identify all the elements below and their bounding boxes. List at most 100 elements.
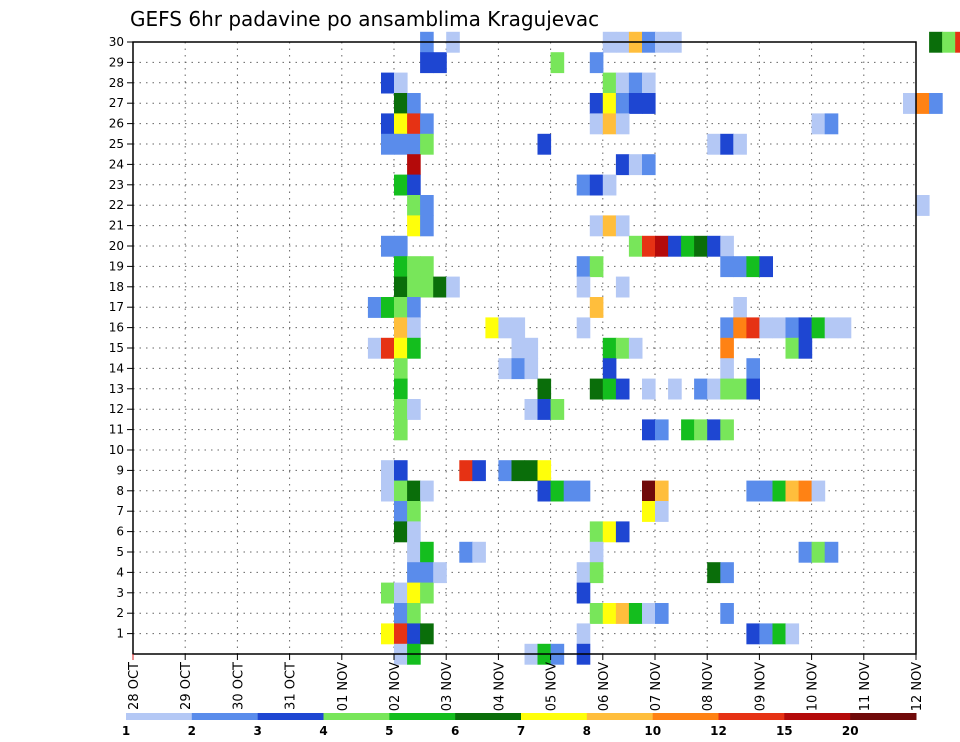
heatmap-cell [381, 337, 395, 359]
x-tick-label: 10 NOV [806, 662, 821, 711]
heatmap-cell [733, 317, 747, 339]
heatmap-cell [628, 154, 643, 176]
heatmap-cell [381, 480, 395, 502]
heatmap-cell [589, 174, 604, 196]
heatmap-cell [720, 317, 734, 339]
heatmap-cell [602, 521, 617, 543]
heatmap-cell [498, 317, 512, 339]
heatmap-cell [798, 480, 813, 502]
heatmap-cell [642, 378, 656, 400]
heatmap-cell [576, 174, 591, 196]
heatmap-cell [394, 501, 408, 522]
colorbar-swatch [784, 713, 851, 720]
heatmap-cell [759, 480, 773, 502]
heatmap-cell [746, 317, 760, 339]
heatmap-cell [655, 501, 669, 522]
heatmap-cell [537, 378, 552, 400]
colorbar-swatch [389, 713, 456, 720]
heatmap-cell [589, 113, 604, 135]
colorbar-label: 12 [710, 724, 727, 738]
heatmap-cell [381, 72, 395, 94]
heatmap-cell [407, 133, 421, 155]
heatmap-cell [420, 215, 434, 237]
heatmap-cell [589, 562, 604, 584]
colorbar-swatch [652, 713, 719, 720]
y-tick-label: 25 [109, 137, 124, 151]
heatmap-cell [407, 113, 421, 135]
heatmap-cell [615, 337, 630, 359]
heatmap-cell [720, 256, 734, 278]
heatmap-cell [668, 235, 682, 257]
heatmap-cell [550, 399, 565, 420]
heatmap-cell [602, 174, 617, 196]
heatmap-cell [537, 480, 552, 502]
heatmap-cell [655, 603, 669, 624]
heatmap-cell [628, 72, 643, 94]
y-tick-label: 24 [109, 157, 124, 171]
heatmap-cell [433, 52, 447, 74]
heatmap-cell [746, 623, 760, 645]
heatmap-cell [602, 358, 617, 380]
colorbar-label: 4 [319, 724, 327, 738]
heatmap-cell [394, 623, 408, 645]
colorbar-label: 5 [385, 724, 393, 738]
heatmap-cell [642, 93, 656, 114]
heatmap-cell [576, 480, 591, 502]
heatmap-cell [420, 541, 434, 563]
heatmap-cell [746, 358, 760, 380]
colorbar-swatch [126, 713, 193, 720]
y-tick-label: 15 [109, 341, 124, 355]
y-tick-label: 7 [116, 504, 124, 518]
heatmap-cell [407, 174, 421, 196]
heatmap-cell [576, 582, 591, 604]
colorbar-label: 3 [254, 724, 262, 738]
heatmap-cell [420, 133, 434, 155]
x-tick-label: 09 NOV [753, 662, 768, 711]
heatmap-cell [589, 521, 604, 543]
y-tick-label: 28 [109, 76, 124, 90]
heatmap-cell [420, 52, 434, 74]
y-tick-label: 27 [109, 96, 124, 110]
heatmap-cell [720, 337, 734, 359]
heatmap-cell [720, 378, 734, 400]
colorbar-swatch [718, 713, 785, 720]
heatmap-cell [576, 256, 591, 278]
heatmap-cell [824, 541, 839, 563]
heatmap-cell [785, 480, 800, 502]
heatmap-cell [746, 256, 760, 278]
heatmap-cell [916, 93, 930, 114]
heatmap-cell [498, 358, 512, 380]
heatmap-cell [407, 541, 421, 563]
heatmap-cell [642, 72, 656, 94]
x-axis: 28 OCT 29 OCT 30 OCT 31 OCT 01 NOV 02 NOV 03 N… [127, 654, 925, 711]
heatmap-cell [381, 235, 395, 257]
heatmap-cell [824, 317, 839, 339]
heatmap-cell [550, 52, 565, 74]
heatmap-cell [655, 235, 669, 257]
heatmap-cell [420, 113, 434, 135]
heatmap-cell [394, 399, 408, 420]
heatmap-cell [720, 235, 734, 257]
heatmap-cell [615, 93, 630, 114]
heatmap-cell [589, 52, 604, 74]
heatmap-cell [576, 623, 591, 645]
heatmap-cell [511, 460, 526, 482]
heatmap-cell [642, 154, 656, 176]
heatmap-cell [420, 276, 434, 298]
colorbar-label: 15 [776, 724, 793, 738]
heatmap-cell [720, 419, 734, 441]
heatmap-cell [472, 541, 486, 563]
heatmap-cell [394, 317, 408, 339]
y-tick-label: 18 [109, 280, 124, 294]
heatmap-cell [394, 358, 408, 380]
heatmap-cell [798, 317, 813, 339]
y-tick-label: 19 [109, 259, 124, 273]
x-tick-label: 11 NOV [858, 662, 873, 711]
y-tick-label: 9 [116, 463, 124, 477]
y-tick-label: 5 [116, 545, 124, 559]
heatmap-cell [511, 337, 526, 359]
x-tick-label: 30 OCT [231, 662, 246, 710]
heatmap-cell [681, 235, 695, 257]
heatmap-cell [394, 93, 408, 114]
heatmap-cell [615, 72, 630, 94]
